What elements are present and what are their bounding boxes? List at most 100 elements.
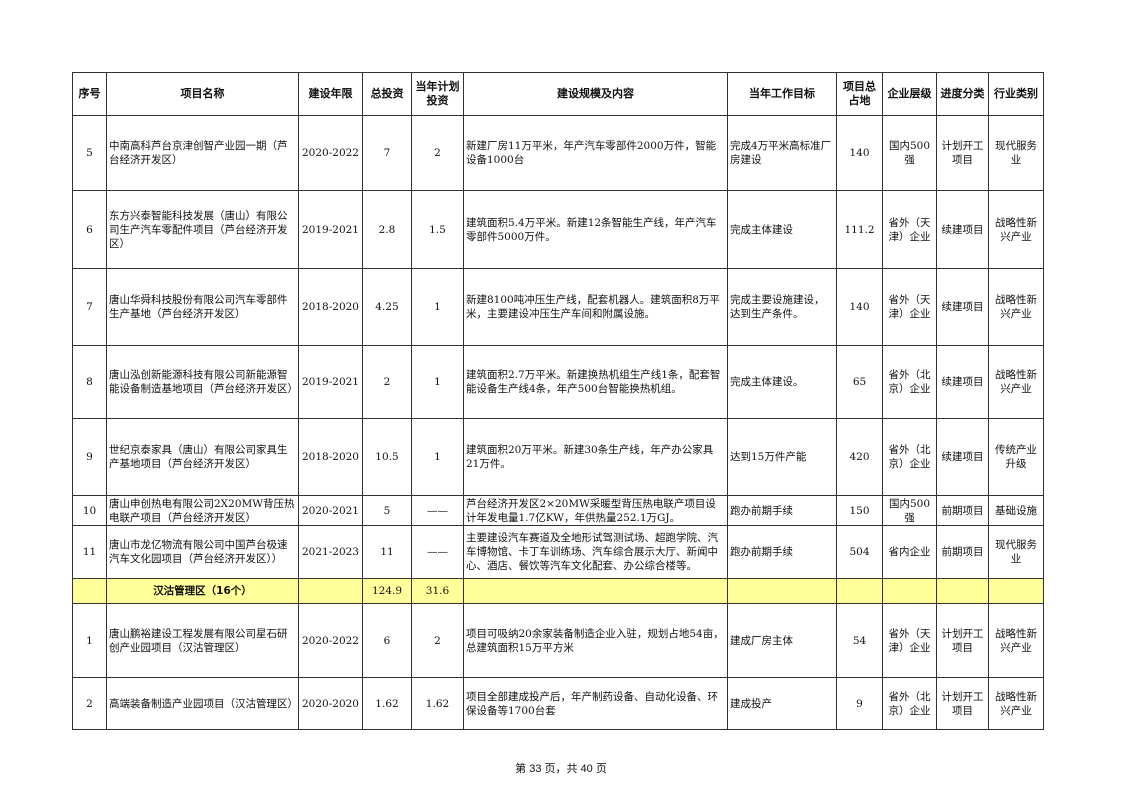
cell-industry: 现代服务业 xyxy=(988,115,1044,191)
cell-scale: 芦台经济开发区2×20MW采暖型背压热电联产项目设计年发电量1.7亿KW，年供热… xyxy=(463,495,728,526)
cell-scale: 主要建设汽车赛道及全地形试驾测试场、超跑学院、汽车博物馆、卡丁车训练场、汽车综合… xyxy=(463,525,728,579)
cell-years: 2020-2022 xyxy=(298,603,363,678)
cell-no: 9 xyxy=(72,418,107,496)
cell-plan: 2 xyxy=(411,603,464,678)
cell-scale: 项目可吸纳20余家装备制造企业入驻，规划占地54亩，总建筑面积15万平方米 xyxy=(463,603,728,678)
cell-progress: 续建项目 xyxy=(936,418,989,496)
cell-progress: 续建项目 xyxy=(936,345,989,419)
cell-plan: 1 xyxy=(411,268,464,346)
cell-no: 8 xyxy=(72,345,107,419)
cell-level: 国内500强 xyxy=(882,495,937,526)
cell-name: 唐山泓创新能源科技有限公司新能源智能设备制造基地项目（芦台经济开发区） xyxy=(106,345,299,419)
cell-industry: 现代服务业 xyxy=(988,525,1044,579)
cell-progress: 续建项目 xyxy=(936,268,989,346)
cell-name: 唐山市龙亿物流有限公司中国芦台极速汽车文化园项目（芦台经济开发区）） xyxy=(106,525,299,579)
project-table: 序号 项目名称 建设年限 总投资 当年计划投资 建设规模及内容 当年工作目标 项目总占地 企业层… xyxy=(72,72,1044,730)
cell-scale: 建筑面积2.7万平米。新建换热机组生产线1条，配套智能设备生产线4条，年产500… xyxy=(463,345,728,419)
cell-no: 1 xyxy=(72,603,107,678)
cell-progress: 前期项目 xyxy=(936,495,989,526)
cell-name: 唐山华舜科技股份有限公司汽车零部件生产基地（芦台经济开发区） xyxy=(106,268,299,346)
column-header: 总投资 xyxy=(362,72,412,116)
cell-goal: 完成主体建设 xyxy=(727,190,837,269)
cell-years: 2020-2021 xyxy=(298,495,363,526)
page-number: 第 33 页，共 40 页 xyxy=(515,763,607,775)
cell-level: 省外（北京）企业 xyxy=(882,677,937,730)
cell-level: 省外（天津）企业 xyxy=(882,268,937,346)
cell-goal: 完成主要设施建设，达到生产条件。 xyxy=(727,268,837,346)
section-total: 124.9 xyxy=(362,578,412,604)
cell-goal: 完成主体建设。 xyxy=(727,345,837,419)
table-row: 2 高端装备制造产业园项目（汉沽管理区） 2020-2020 1.62 1.62 项目全部… xyxy=(72,677,1044,730)
cell-industry: 基础设施 xyxy=(988,495,1044,526)
cell-goal: 建成投产 xyxy=(727,677,837,730)
cell-no: 10 xyxy=(72,495,107,526)
cell-name: 中南高科芦台京津创智产业园一期（芦台经济开发区） xyxy=(106,115,299,191)
cell-area: 65 xyxy=(836,345,883,419)
cell-scale: 建筑面积5.4万平米。新建12条智能生产线，年产汽车零部件5000万件。 xyxy=(463,190,728,269)
cell-scale: 项目全部建成投产后，年产制药设备、自动化设备、环保设备等1700台套 xyxy=(463,677,728,730)
cell-years: 2021-2023 xyxy=(298,525,363,579)
cell-total: 10.5 xyxy=(362,418,412,496)
cell-plan: 1.5 xyxy=(411,190,464,269)
section-empty-cell xyxy=(463,578,728,604)
cell-scale: 新建8100吨冲压生产线，配套机器人。建筑面积8万平米，主要建设冲压生产车间和附… xyxy=(463,268,728,346)
column-header: 行业类别 xyxy=(988,72,1044,116)
cell-area: 54 xyxy=(836,603,883,678)
section-empty-cell xyxy=(988,578,1044,604)
cell-level: 省外（天津）企业 xyxy=(882,190,937,269)
cell-level: 省外（北京）企业 xyxy=(882,418,937,496)
cell-progress: 前期项目 xyxy=(936,525,989,579)
cell-goal: 跑办前期手续 xyxy=(727,495,837,526)
cell-total: 2.8 xyxy=(362,190,412,269)
cell-total: 5 xyxy=(362,495,412,526)
cell-plan: 2 xyxy=(411,115,464,191)
column-header: 建设年限 xyxy=(298,72,363,116)
section-title: 汉沽管理区（16个） xyxy=(106,578,299,604)
cell-industry: 战略性新兴产业 xyxy=(988,268,1044,346)
cell-area: 504 xyxy=(836,525,883,579)
cell-years: 2018-2020 xyxy=(298,268,363,346)
cell-no: 2 xyxy=(72,677,107,730)
cell-name: 东方兴泰智能科技发展（唐山）有限公司生产汽车零配件项目（芦台经济开发区） xyxy=(106,190,299,269)
column-header: 当年工作目标 xyxy=(727,72,837,116)
cell-no: 6 xyxy=(72,190,107,269)
cell-total: 7 xyxy=(362,115,412,191)
cell-plan: —— xyxy=(411,495,464,526)
section-empty-cell xyxy=(882,578,937,604)
column-header: 企业层级 xyxy=(882,72,937,116)
header-row: 序号 项目名称 建设年限 总投资 当年计划投资 建设规模及内容 当年工作目标 项目总占地 企业层… xyxy=(72,72,1044,116)
cell-progress: 计划开工项目 xyxy=(936,115,989,191)
cell-plan: 1 xyxy=(411,418,464,496)
cell-name: 唐山鹏裕建设工程发展有限公司星石研创产业园项目（汉沽管理区） xyxy=(106,603,299,678)
cell-plan: —— xyxy=(411,525,464,579)
cell-area: 150 xyxy=(836,495,883,526)
column-header: 建设规模及内容 xyxy=(463,72,728,116)
table-row: 6 东方兴泰智能科技发展（唐山）有限公司生产汽车零配件项目（芦台经济开发区） 201… xyxy=(72,190,1044,269)
cell-total: 6 xyxy=(362,603,412,678)
cell-level: 国内500强 xyxy=(882,115,937,191)
cell-progress: 续建项目 xyxy=(936,190,989,269)
cell-name: 世纪京泰家具（唐山）有限公司家具生产基地项目（芦台经济开发区） xyxy=(106,418,299,496)
table-row: 11 唐山市龙亿物流有限公司中国芦台极速汽车文化园项目（芦台经济开发区）） 2021… xyxy=(72,525,1044,579)
column-header: 当年计划投资 xyxy=(411,72,464,116)
cell-scale: 建筑面积20万平米。新建30条生产线，年产办公家具21万件。 xyxy=(463,418,728,496)
cell-years: 2019-2021 xyxy=(298,345,363,419)
cell-level: 省外（北京）企业 xyxy=(882,345,937,419)
cell-no: 5 xyxy=(72,115,107,191)
cell-total: 1.62 xyxy=(362,677,412,730)
table-row: 7 唐山华舜科技股份有限公司汽车零部件生产基地（芦台经济开发区） 2018-2020… xyxy=(72,268,1044,346)
cell-area: 111.2 xyxy=(836,190,883,269)
cell-name: 高端装备制造产业园项目（汉沽管理区） xyxy=(106,677,299,730)
cell-years: 2020-2022 xyxy=(298,115,363,191)
cell-plan: 1 xyxy=(411,345,464,419)
section-row: 汉沽管理区（16个） 124.9 31.6 xyxy=(72,578,1044,604)
cell-goal: 完成4万平米高标准厂房建设 xyxy=(727,115,837,191)
section-empty-cell xyxy=(72,578,107,604)
cell-industry: 传统产业升级 xyxy=(988,418,1044,496)
cell-total: 11 xyxy=(362,525,412,579)
cell-progress: 计划开工项目 xyxy=(936,677,989,730)
cell-industry: 战略性新兴产业 xyxy=(988,345,1044,419)
cell-progress: 计划开工项目 xyxy=(936,603,989,678)
column-header: 序号 xyxy=(72,72,107,116)
table-row: 10 唐山申创热电有限公司2X20MW背压热电联产项目（芦台经济开发区） 2020-… xyxy=(72,495,1044,526)
